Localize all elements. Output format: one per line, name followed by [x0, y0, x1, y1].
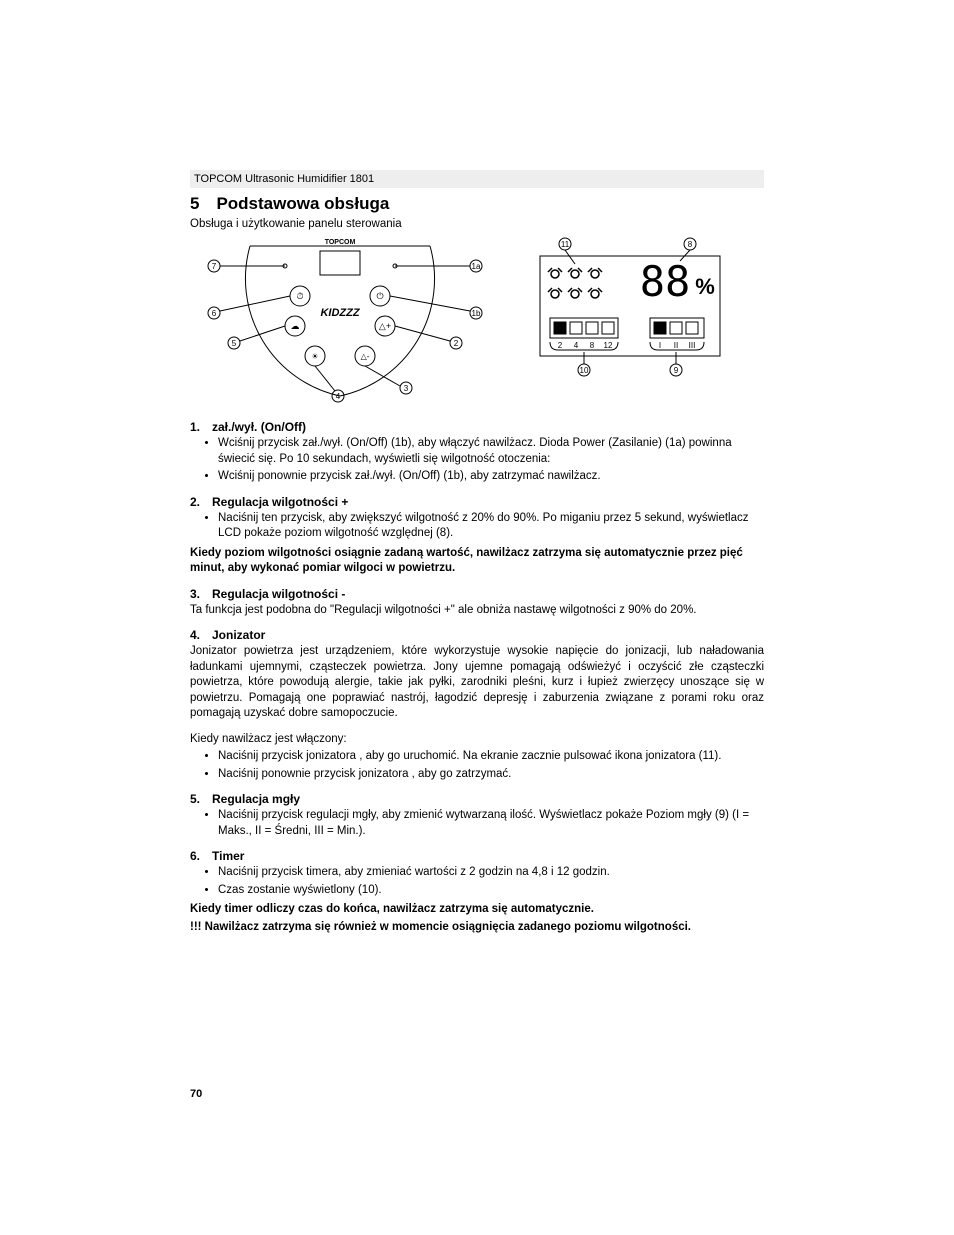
- s1-b2: Wciśnij ponownie przycisk zał./wył. (On/…: [218, 469, 764, 485]
- svg-text:7: 7: [212, 262, 217, 271]
- s4-p1: Jonizator powietrza jest urządzeniem, kt…: [190, 644, 764, 722]
- s6-b2: Czas zostanie wyświetlony (10).: [218, 883, 764, 899]
- svg-text:△-: △-: [361, 352, 370, 361]
- doc-header: TOPCOM Ultrasonic Humidifier 1801: [190, 170, 764, 188]
- s5-title: 5. Regulacja mgły: [190, 792, 764, 806]
- s4-b1: Naciśnij przycisk jonizatora , aby go ur…: [218, 749, 764, 765]
- s4-title: 4. Jonizator: [190, 628, 764, 642]
- svg-text:88: 88: [640, 257, 691, 306]
- svg-text:4: 4: [574, 341, 579, 350]
- control-panel-diagram: ⏱ ⏻ ☁ △+ ☀ △- KIDZZZ TOPCOM 1a 1b 2 3 4 …: [190, 236, 490, 406]
- svg-text:☁: ☁: [291, 321, 300, 331]
- s3-p: Ta funkcja jest podobna do "Regulacji wi…: [190, 603, 764, 619]
- svg-text:4: 4: [336, 392, 341, 401]
- svg-text:I: I: [659, 341, 661, 350]
- s2-list: Naciśnij ten przycisk, aby zwiększyć wil…: [190, 511, 764, 542]
- svg-text:12: 12: [604, 341, 613, 350]
- lcd-diagram: 88 % 2 4 8 12 I II III: [520, 236, 740, 406]
- svg-text:1b: 1b: [472, 309, 481, 318]
- svg-text:%: %: [695, 274, 715, 299]
- s4-list: Naciśnij przycisk jonizatora , aby go ur…: [190, 749, 764, 782]
- svg-text:2: 2: [454, 339, 459, 348]
- s4-b2: Naciśnij ponownie przycisk jonizatora , …: [218, 767, 764, 783]
- svg-text:8: 8: [688, 240, 693, 249]
- svg-text:☀: ☀: [311, 352, 318, 361]
- s4-p2: Kiedy nawilżacz jest włączony:: [190, 732, 764, 748]
- s5-b1: Naciśnij przycisk regulacji mgły, aby zm…: [218, 808, 764, 839]
- section-title: 5 Podstawowa obsługa: [190, 194, 764, 214]
- s1-b1: Wciśnij przycisk zał./wył. (On/Off) (1b)…: [218, 436, 764, 467]
- svg-text:III: III: [689, 341, 696, 350]
- svg-text:⏻: ⏻: [376, 291, 383, 301]
- svg-text:9: 9: [674, 366, 679, 375]
- svg-text:TOPCOM: TOPCOM: [325, 239, 356, 246]
- svg-text:KIDZZZ: KIDZZZ: [320, 307, 360, 319]
- diagrams-row: ⏱ ⏻ ☁ △+ ☀ △- KIDZZZ TOPCOM 1a 1b 2 3 4 …: [190, 236, 764, 406]
- s5-list: Naciśnij przycisk regulacji mgły, aby zm…: [190, 808, 764, 839]
- s6-title: 6. Timer: [190, 849, 764, 863]
- svg-text:5: 5: [232, 339, 237, 348]
- svg-text:△+: △+: [379, 321, 391, 331]
- page-number: 70: [190, 1088, 202, 1100]
- s6-list: Naciśnij przycisk timera, aby zmieniać w…: [190, 865, 764, 898]
- s6-note1: Kiedy timer odliczy czas do końca, nawil…: [190, 902, 764, 918]
- s3-title: 3. Regulacja wilgotności -: [190, 587, 764, 601]
- s2-title: 2. Regulacja wilgotności +: [190, 495, 764, 509]
- svg-text:⏱: ⏱: [296, 291, 303, 301]
- svg-text:10: 10: [580, 366, 589, 375]
- svg-text:6: 6: [212, 309, 217, 318]
- intro-text: Obsługa i użytkowanie panelu sterowania: [190, 218, 764, 230]
- svg-text:8: 8: [590, 341, 595, 350]
- s6-b1: Naciśnij przycisk timera, aby zmieniać w…: [218, 865, 764, 881]
- s6-note2: !!! Nawilżacz zatrzyma się również w mom…: [190, 920, 764, 936]
- ion-icons: [548, 268, 602, 298]
- svg-text:1a: 1a: [472, 262, 481, 271]
- s1-list: Wciśnij przycisk zał./wył. (On/Off) (1b)…: [190, 436, 764, 485]
- svg-text:2: 2: [558, 341, 563, 350]
- svg-text:II: II: [674, 341, 678, 350]
- s2-note: Kiedy poziom wilgotności osiągnie zadaną…: [190, 546, 764, 577]
- svg-text:3: 3: [404, 384, 409, 393]
- s1-title: 1. zał./wył. (On/Off): [190, 420, 764, 434]
- s2-b1: Naciśnij ten przycisk, aby zwiększyć wil…: [218, 511, 764, 542]
- svg-text:11: 11: [561, 240, 570, 249]
- page: TOPCOM Ultrasonic Humidifier 1801 5 Pods…: [0, 0, 954, 1235]
